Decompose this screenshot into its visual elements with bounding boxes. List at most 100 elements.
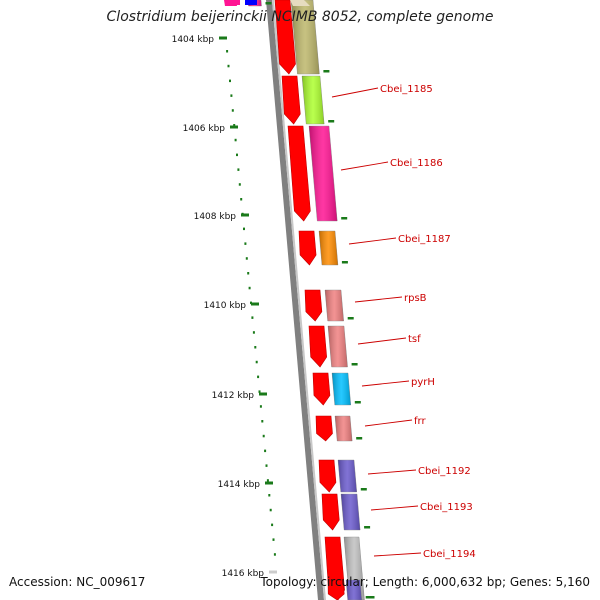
strand-arrow <box>287 125 311 222</box>
gene-label[interactable]: Cbei_1185 <box>380 84 433 95</box>
gene-label[interactable]: Cbei_1192 <box>418 466 471 477</box>
gene-feature-bar <box>224 0 237 6</box>
scale-dot <box>248 286 251 290</box>
scale-dot <box>236 153 238 157</box>
scale-dot <box>247 272 250 275</box>
feature-tick <box>347 317 354 320</box>
backbone-highlight <box>272 0 326 600</box>
gene-feature-shade <box>346 580 362 600</box>
strand-arrow <box>274 0 296 75</box>
gene-label[interactable]: frr <box>414 416 426 427</box>
feature-tick <box>360 488 367 491</box>
scale-dots <box>226 50 276 556</box>
scale-dot <box>230 94 233 97</box>
gene-feature-shade <box>338 460 357 492</box>
feature-tick <box>365 596 372 599</box>
gene-label-leader <box>373 552 422 557</box>
scale-tick <box>219 36 227 40</box>
gene-label-leader <box>361 380 410 387</box>
feature-tick <box>265 2 272 5</box>
scale-dot <box>234 138 237 142</box>
gene-feature-shade <box>291 0 320 74</box>
gene-label[interactable]: Cbei_1194 <box>423 549 476 560</box>
scale-dot <box>266 479 269 482</box>
feature-tick <box>364 526 371 529</box>
strand-arrow <box>312 372 331 406</box>
scale-tick <box>251 302 259 306</box>
gene-label-leader <box>364 419 413 427</box>
strand-arrow <box>318 459 337 493</box>
gene-label[interactable]: Cbei_1187 <box>398 234 451 245</box>
genome-summary-text: Topology: circular; Length: 6,000,632 bp… <box>260 575 590 589</box>
feature-tick <box>354 401 361 404</box>
scale-dot <box>227 64 230 68</box>
gene-label-leader <box>331 87 379 98</box>
gene-label-leader <box>367 469 417 475</box>
feature-tick <box>323 70 330 73</box>
scale-dot <box>229 79 231 83</box>
gene-label[interactable]: pyrH <box>411 377 435 388</box>
scale-dot <box>259 405 262 408</box>
gene-feature-shade <box>309 126 338 221</box>
gene-features <box>224 0 375 600</box>
strand-arrow <box>308 325 327 368</box>
gene-label-leader <box>354 296 403 303</box>
gene-label[interactable]: rpsB <box>404 293 427 304</box>
feature-tick <box>341 261 348 264</box>
scale-dot <box>231 109 234 112</box>
strand-arrow <box>327 579 345 600</box>
gene-labels: Cbei_1185 Cbei_1186 Cbei_1187 rpsB tsf pyrH fr… <box>331 84 476 560</box>
accession-text: Accession: NC_009617 <box>9 575 146 589</box>
scale-tick-label: 1404 kbp <box>172 35 215 45</box>
gene-feature-shade <box>332 373 351 405</box>
gene-feature-shade <box>341 494 361 530</box>
scale-tick <box>259 392 267 396</box>
scale-tick-label: 1408 kbp <box>194 212 237 222</box>
scale-tick-label: 1412 kbp <box>212 391 255 401</box>
strand-arrow <box>315 415 333 442</box>
gene-feature-shade <box>328 326 348 367</box>
strand-arrow <box>281 75 301 125</box>
scale-tick <box>269 570 277 574</box>
scale-dot <box>243 227 245 231</box>
gene-label[interactable]: Cbei_1193 <box>420 502 473 513</box>
scale-tick <box>265 481 273 485</box>
scale-tick <box>230 125 238 129</box>
scale-dot <box>255 360 258 364</box>
gene-label[interactable]: tsf <box>408 334 421 345</box>
scale-dot <box>272 538 275 541</box>
scale-dot <box>252 331 255 334</box>
scale-ticks: 1404 kbp 1406 kbp 1408 kbp 1410 kbp 1412 kbp… <box>172 35 277 579</box>
gene-feature-shade <box>335 416 353 441</box>
genome-title: Clostridium beijerinckii NCIMB 8052, com… <box>106 9 494 25</box>
strand-arrow <box>321 493 340 531</box>
scale-dot <box>271 523 274 527</box>
scale-dot <box>257 375 260 379</box>
gene-feature-bar <box>290 0 310 6</box>
scale-dot <box>251 316 254 319</box>
scale-dot <box>264 449 267 453</box>
scale-tick-label: 1416 kbp <box>222 569 265 579</box>
gene-feature-shade <box>325 290 344 321</box>
gene-label-leader <box>348 237 397 245</box>
scale-dot <box>273 553 276 556</box>
feature-tick <box>356 437 363 440</box>
scale-dot <box>237 168 240 171</box>
scale-dot <box>244 242 247 245</box>
strand-arrow <box>304 289 323 322</box>
gene-feature-shade <box>302 76 325 124</box>
scale-dot <box>254 346 257 349</box>
gene-feature-bar <box>245 0 257 5</box>
scale-dot <box>261 420 264 423</box>
scale-dot <box>240 198 243 201</box>
feature-tick <box>351 363 358 366</box>
scale-dot <box>245 257 248 260</box>
scale-dot <box>258 390 261 393</box>
scale-tick-label: 1414 kbp <box>218 480 261 490</box>
genome-backbone <box>266 0 326 600</box>
gene-label[interactable]: Cbei_1186 <box>390 158 443 169</box>
gene-label-leader <box>340 161 389 171</box>
scale-dot <box>268 494 271 497</box>
scale-dot <box>226 50 229 53</box>
